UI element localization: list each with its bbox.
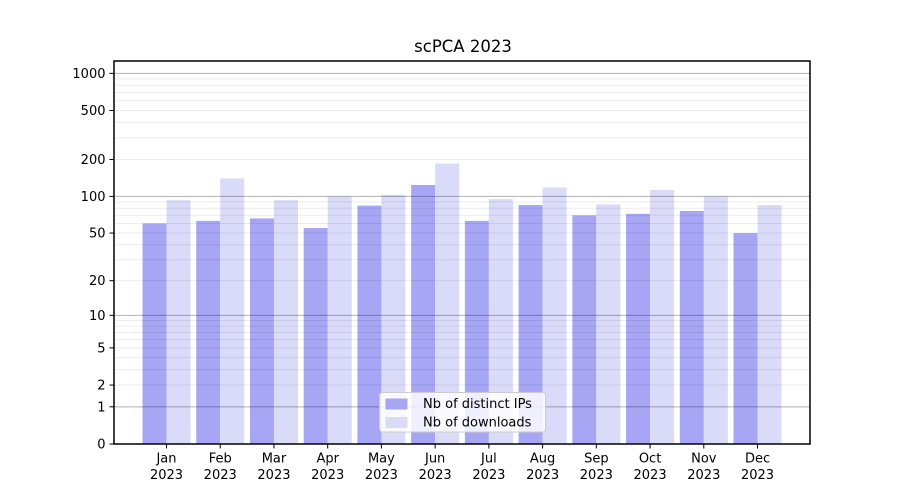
bar-downloads-dec [757, 205, 782, 444]
y-tick-label-5: 5 [97, 341, 105, 356]
x-tick-label-jul: Jul 2023 [472, 452, 505, 484]
bar-distinct-ips-apr [303, 228, 328, 444]
y-tick-label-500: 500 [81, 104, 106, 119]
chart-title: scPCA 2023 [414, 37, 512, 56]
legend-box [379, 392, 546, 433]
bar-downloads-feb [220, 178, 245, 444]
legend-swatch-downloads [385, 417, 408, 428]
x-tick-label-dec: Dec 2023 [741, 452, 774, 484]
bar-distinct-ips-mar [249, 218, 274, 444]
y-tick-label-1000: 1000 [72, 67, 105, 82]
legend-label-distinct-ips: Nb of distinct IPs [423, 397, 532, 412]
bar-downloads-jan [166, 200, 191, 444]
bar-downloads-oct [650, 189, 675, 444]
bar-distinct-ips-may [357, 205, 382, 444]
x-tick-label-jun: Jun 2023 [419, 452, 452, 484]
x-tick-label-apr: Apr 2023 [311, 452, 344, 484]
legend-swatch-distinct-ips [385, 398, 408, 410]
y-tick-label-1: 1 [97, 400, 105, 415]
x-tick-label-jan: Jan 2023 [150, 452, 183, 484]
y-tick-label-200: 200 [81, 153, 106, 168]
legend: Nb of distinct IPs Nb of downloads [379, 392, 546, 433]
y-tick-label-20: 20 [89, 274, 106, 289]
x-tick-label-oct: Oct 2023 [634, 452, 667, 484]
x-tick-label-sep: Sep 2023 [580, 452, 613, 484]
x-tick-label-aug: Aug 2023 [526, 452, 559, 484]
x-tick-label-may: May 2023 [365, 452, 398, 484]
y-tick-label-100: 100 [81, 190, 106, 205]
bar-distinct-ips-sep [572, 215, 597, 444]
plot-border [113, 60, 811, 445]
x-tick-label-feb: Feb 2023 [204, 452, 237, 484]
bar-downloads-mar [273, 200, 298, 444]
x-tick-label-mar: Mar 2023 [257, 452, 290, 484]
legend-label-downloads: Nb of downloads [423, 416, 532, 431]
bar-downloads-apr [327, 196, 352, 444]
bar-downloads-sep [596, 204, 621, 444]
bar-distinct-ips-jan [142, 223, 167, 444]
y-tick-label-50: 50 [89, 227, 106, 242]
bar-distinct-ips-oct [626, 213, 651, 444]
gridlines-layer [114, 72, 810, 408]
bar-downloads-aug [542, 187, 567, 445]
bar-distinct-ips-nov [679, 210, 704, 444]
bar-distinct-ips-dec [733, 233, 758, 444]
x-tick-label-nov: Nov 2023 [687, 452, 720, 484]
bar-distinct-ips-feb [196, 220, 221, 444]
y-tick-label-0: 0 [97, 438, 105, 453]
bar-downloads-nov [703, 196, 728, 444]
y-tick-label-10: 10 [89, 309, 106, 324]
y-tick-label-2: 2 [97, 379, 105, 394]
